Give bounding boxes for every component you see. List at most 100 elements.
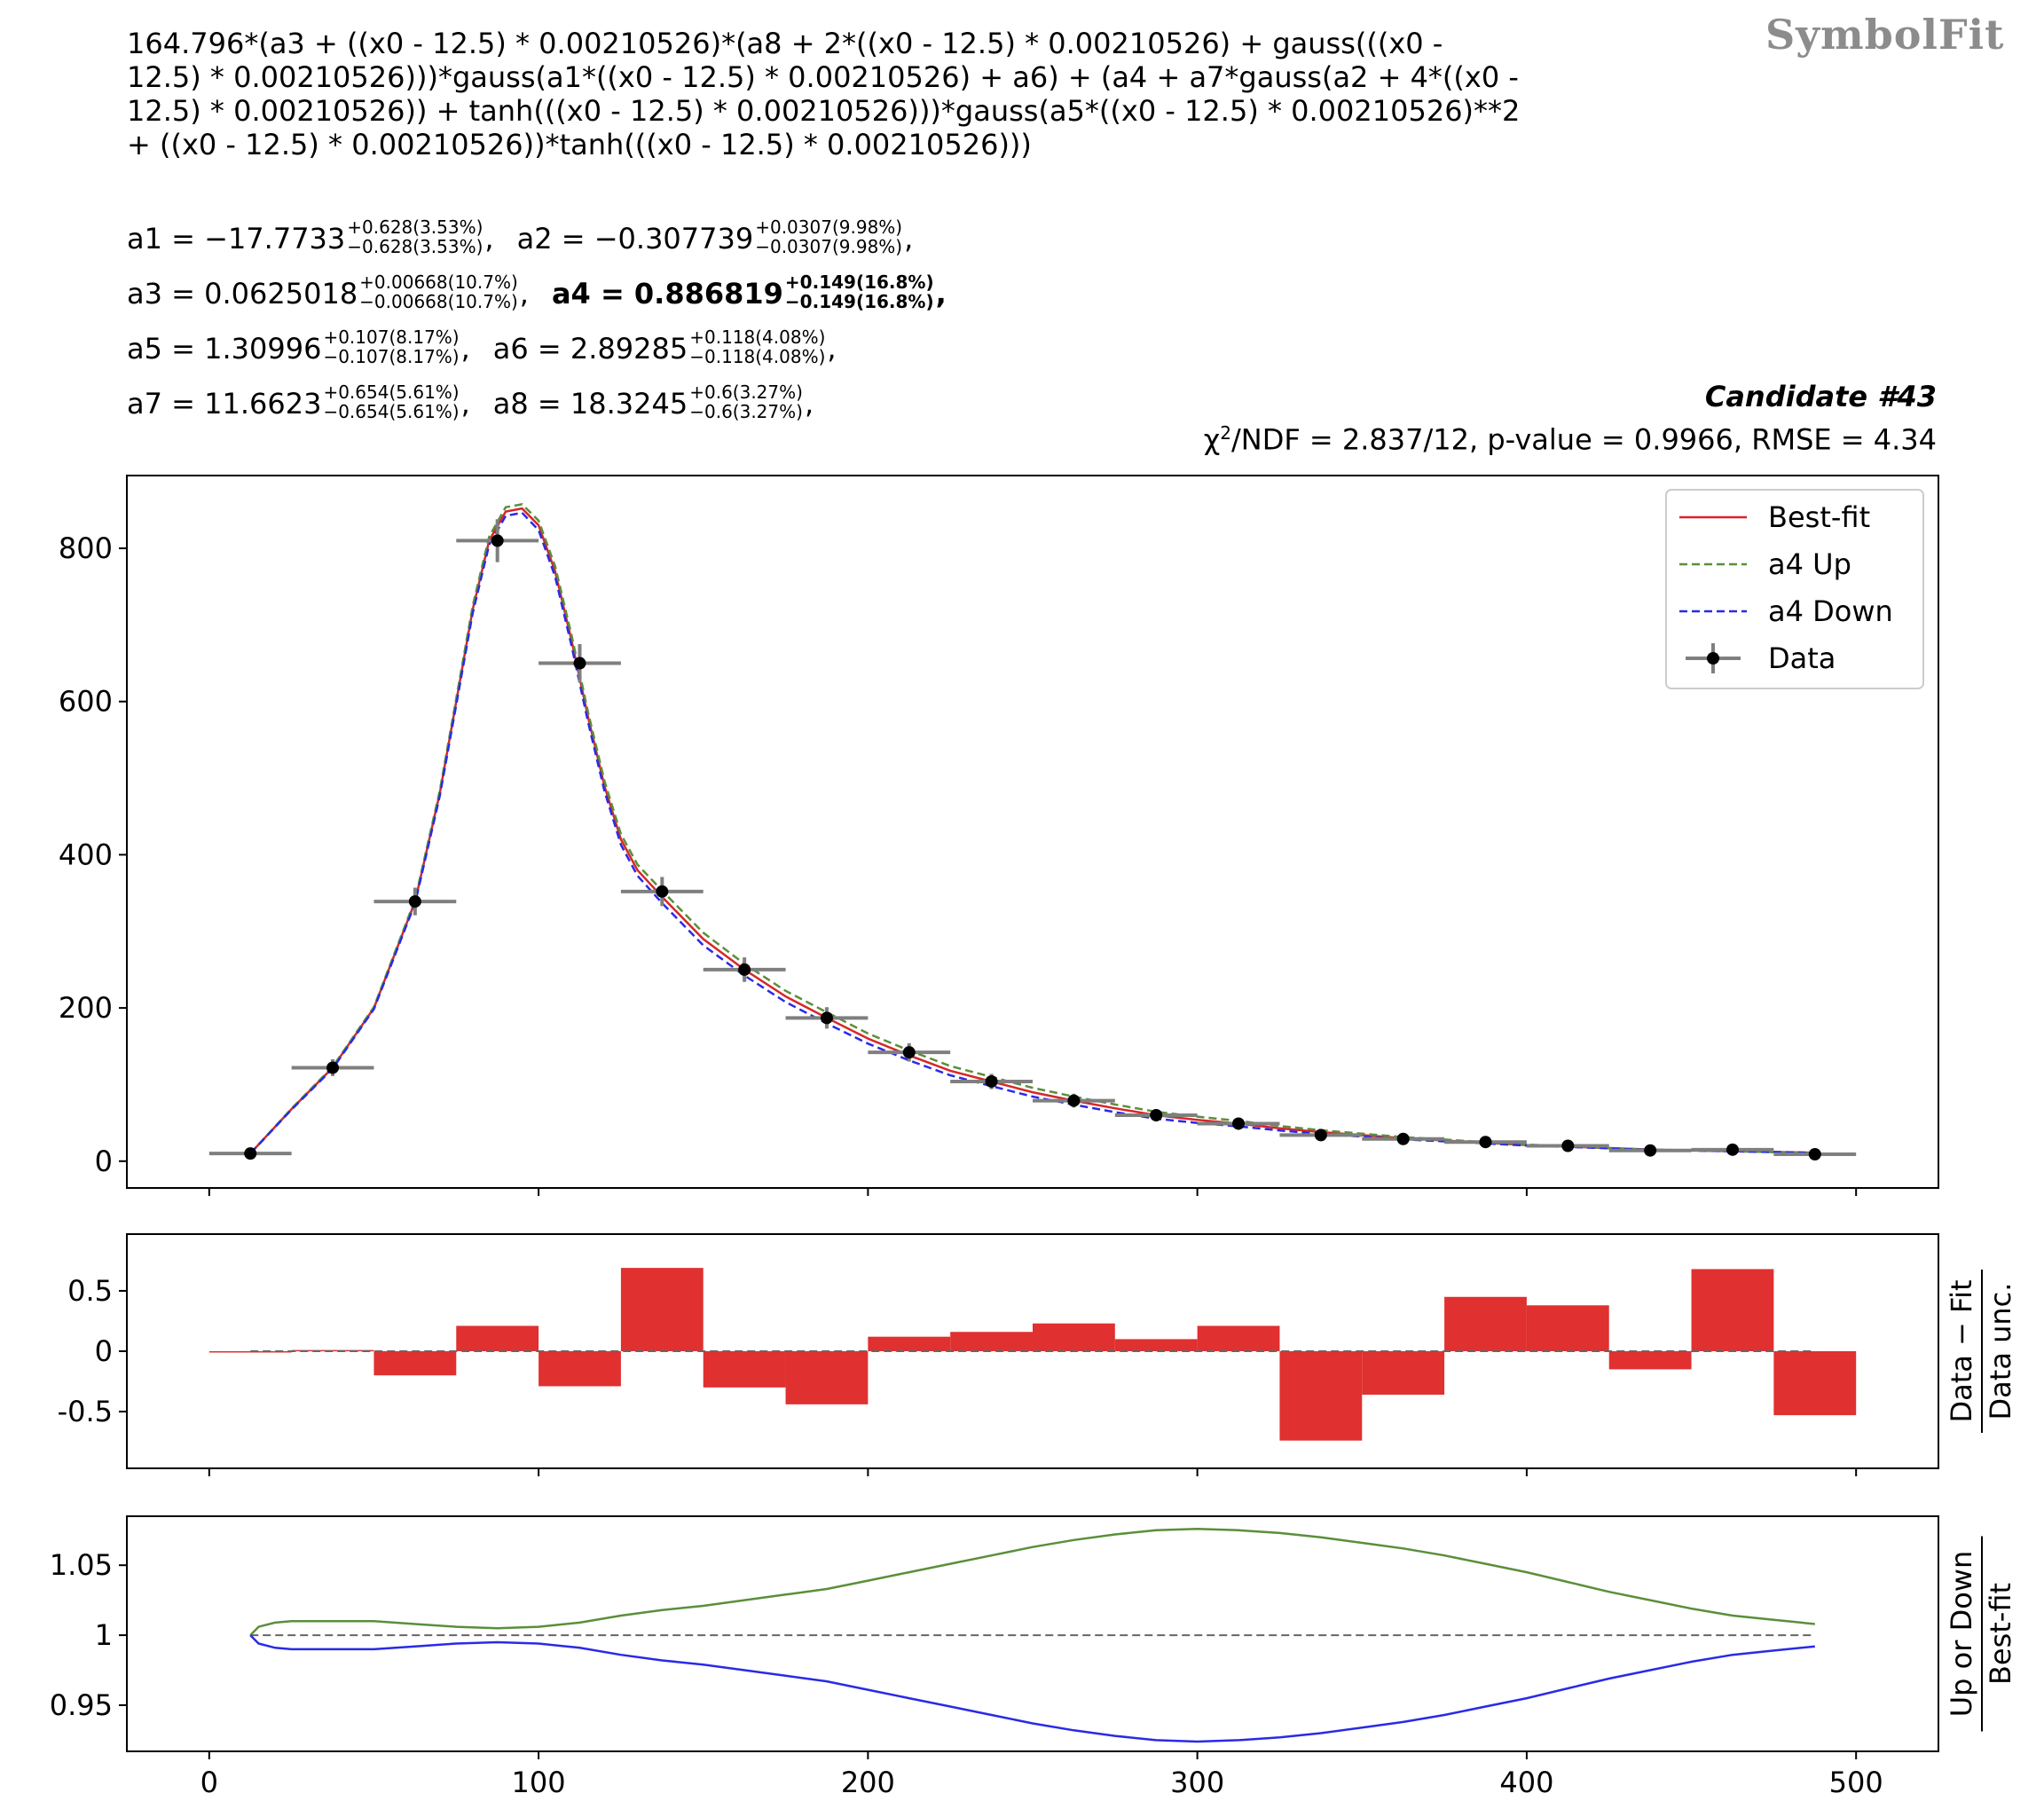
data-marker xyxy=(1150,1108,1163,1121)
residual-bar xyxy=(456,1325,539,1351)
residual-ylabel: Data − Fit Data unc. xyxy=(1945,1270,2017,1433)
param-uncertainty: +0.107(8.17%) −0.107(8.17%) xyxy=(323,327,459,366)
a4-down-curve xyxy=(249,511,1815,1154)
param-value: a6 = 2.89285 xyxy=(492,332,688,366)
param-error-up: +0.118(4.08%) xyxy=(689,326,826,348)
param-uncertainty: +0.118(4.08%) −0.118(4.08%) xyxy=(689,327,825,366)
param-uncertainty: +0.00668(10.7%) −0.00668(10.7%) xyxy=(359,272,518,311)
main-ytick-label: 400 xyxy=(59,838,113,871)
residual-bar xyxy=(1773,1351,1857,1416)
param-error-down: −0.0307(9.98%) xyxy=(755,236,903,257)
a4-up-curve xyxy=(249,503,1815,1154)
xtick-label: 500 xyxy=(1829,1766,1883,1799)
residual-ylabel-top: Data − Fit xyxy=(1945,1279,1978,1422)
param-a8: a8 = 18.3245 +0.6(3.27%) −0.6(3.27%), xyxy=(492,381,814,422)
param-error-up: +0.0307(9.98%) xyxy=(755,216,903,238)
data-point xyxy=(1197,1117,1280,1130)
param-error-down: −0.149(16.8%) xyxy=(784,291,934,312)
data-point xyxy=(1691,1143,1774,1156)
data-point xyxy=(1362,1132,1445,1145)
chi-superscript: 2 xyxy=(1220,422,1231,444)
param-uncertainty: +0.149(16.8%) −0.149(16.8%) xyxy=(785,272,934,311)
data-marker xyxy=(656,885,669,898)
data-marker xyxy=(244,1147,257,1160)
ratio-ylabel-top: Up or Down xyxy=(1945,1551,1978,1717)
data-marker xyxy=(1561,1139,1575,1152)
data-marker xyxy=(573,657,586,670)
param-uncertainty: +0.654(5.61%) −0.654(5.61%) xyxy=(323,382,459,421)
xtick-label: 100 xyxy=(512,1766,566,1799)
data-marker xyxy=(1396,1132,1410,1145)
param-a6: a6 = 2.89285 +0.118(4.08%) −0.118(4.08%), xyxy=(492,326,837,367)
residual-bar xyxy=(1691,1269,1774,1351)
param-row: a1 = −17.7733 +0.628(3.53%) −0.628(3.53%),… xyxy=(127,211,970,266)
data-point xyxy=(373,887,457,916)
data-marker xyxy=(738,963,751,976)
param-uncertainty: +0.6(3.27%) −0.6(3.27%) xyxy=(689,382,803,421)
param-a7: a7 = 11.6623 +0.654(5.61%) −0.654(5.61%), xyxy=(127,381,470,422)
residual-bar xyxy=(1362,1351,1445,1395)
ratio-ylabel: Up or Down Best-fit xyxy=(1945,1536,2017,1732)
residual-bar xyxy=(1526,1305,1609,1351)
legend: Best-fit a4 Up a4 Down Data xyxy=(1665,489,1924,689)
data-point xyxy=(1444,1136,1527,1149)
param-error-down: −0.118(4.08%) xyxy=(689,346,826,367)
param-a1: a1 = −17.7733 +0.628(3.53%) −0.628(3.53%), xyxy=(127,216,494,257)
data-marker xyxy=(1067,1094,1081,1107)
ratio-ytick-label: 1.05 xyxy=(50,1548,113,1582)
xtick-label: 300 xyxy=(1170,1766,1224,1799)
data-point xyxy=(1114,1108,1198,1121)
fit-statistics: χ2/NDF = 2.837/12, p-value = 0.9966, RMS… xyxy=(1204,422,1937,457)
param-value: a5 = 1.30996 xyxy=(127,332,322,366)
param-error-down: −0.107(8.17%) xyxy=(323,346,460,367)
data-point xyxy=(1773,1148,1857,1161)
legend-swatch xyxy=(1707,652,1719,665)
residual-ylabel-bottom: Data unc. xyxy=(1984,1283,2017,1420)
residual-bar xyxy=(1197,1325,1280,1351)
data-point xyxy=(1526,1139,1609,1152)
param-value: a7 = 11.6623 xyxy=(127,387,322,421)
xtick-label: 0 xyxy=(200,1766,218,1799)
data-point xyxy=(1608,1144,1692,1157)
legend-entry: a4 Up xyxy=(1768,547,1851,581)
data-point xyxy=(1279,1129,1363,1142)
main-axes-frame xyxy=(126,475,1939,1189)
param-error-down: −0.628(3.53%) xyxy=(347,236,483,257)
candidate-label: Candidate #43 xyxy=(1704,380,1937,413)
data-marker xyxy=(985,1074,998,1088)
data-marker xyxy=(1808,1148,1821,1161)
best-fit-curve xyxy=(249,507,1815,1154)
ratio-axes-frame xyxy=(126,1515,1939,1752)
main-ytick-label: 800 xyxy=(59,531,113,565)
data-point xyxy=(208,1147,292,1160)
data-marker xyxy=(820,1011,833,1025)
main-ytick-label: 0 xyxy=(95,1144,113,1178)
data-marker xyxy=(1479,1136,1492,1149)
param-value: a8 = 18.3245 xyxy=(492,387,688,421)
data-marker xyxy=(902,1046,916,1059)
data-marker xyxy=(491,534,504,547)
residual-bar xyxy=(1279,1351,1363,1441)
param-value: a4 = 0.886819 xyxy=(551,277,783,311)
ratio-curve xyxy=(249,1527,1815,1636)
data-point xyxy=(950,1074,1033,1089)
ratio-ytick-label: 0.95 xyxy=(50,1688,113,1722)
residual-bar xyxy=(539,1351,621,1387)
param-value: a3 = 0.0625018 xyxy=(127,277,358,311)
residual-bar xyxy=(703,1351,786,1388)
param-value: a2 = −0.307739 xyxy=(516,222,754,256)
legend-entry: Data xyxy=(1768,641,1836,675)
data-marker xyxy=(1314,1129,1327,1142)
residual-bar xyxy=(373,1351,457,1376)
data-point xyxy=(868,1042,951,1062)
ratio-curve xyxy=(249,1634,1815,1743)
data-marker xyxy=(1726,1143,1739,1156)
param-a2: a2 = −0.307739 +0.0307(9.98%) −0.0307(9.98… xyxy=(516,216,914,257)
residual-bar xyxy=(785,1351,869,1404)
param-row: a5 = 1.30996 +0.107(8.17%) −0.107(8.17%), a… xyxy=(127,321,970,376)
xtick-label: 400 xyxy=(1499,1766,1553,1799)
legend-entry: Best-fit xyxy=(1768,500,1870,534)
data-point xyxy=(1033,1093,1115,1108)
param-error-up: +0.6(3.27%) xyxy=(689,381,803,403)
ratio-ylabel-bottom: Best-fit xyxy=(1984,1583,2017,1685)
